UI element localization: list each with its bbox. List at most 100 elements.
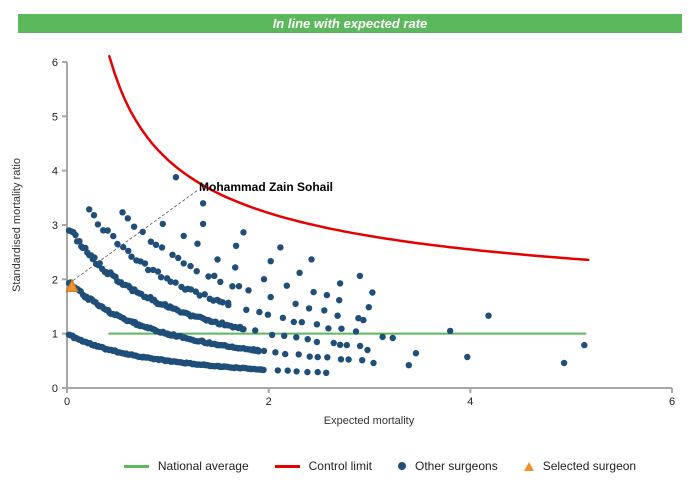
other-surgeon-dot[interactable] (325, 325, 332, 332)
other-surgeon-dot[interactable] (268, 331, 276, 339)
other-surgeon-dot[interactable] (201, 291, 208, 298)
other-surgeon-dot[interactable] (334, 312, 341, 319)
other-surgeon-dot[interactable] (267, 293, 274, 301)
other-surgeon-dot[interactable] (141, 260, 149, 267)
other-surgeon-dot[interactable] (217, 278, 224, 286)
other-surgeon-dot[interactable] (314, 368, 321, 376)
other-surgeon-dot[interactable] (313, 338, 321, 346)
other-surgeon-dot[interactable] (360, 316, 367, 324)
other-surgeon-dot[interactable] (154, 268, 162, 275)
other-surgeon-dot[interactable] (260, 366, 267, 374)
other-surgeon-dot[interactable] (355, 315, 362, 322)
other-surgeon-dot[interactable] (255, 347, 262, 354)
other-surgeon-dot[interactable] (581, 341, 588, 349)
other-surgeon-dot[interactable] (298, 319, 305, 326)
other-surgeon-dot[interactable] (159, 220, 166, 228)
other-surgeon-dot[interactable] (110, 232, 117, 240)
other-surgeon-dot[interactable] (119, 209, 126, 216)
other-surgeon-dot[interactable] (194, 240, 201, 247)
other-surgeon-dot[interactable] (304, 336, 311, 343)
other-surgeon-dot[interactable] (125, 247, 132, 255)
other-surgeon-dot[interactable] (157, 274, 165, 281)
other-surgeon-dot[interactable] (264, 311, 272, 318)
other-surgeon-dot[interactable] (180, 232, 187, 240)
other-surgeon-dot[interactable] (169, 251, 176, 258)
other-surgeon-dot[interactable] (128, 253, 135, 260)
selected-surgeon-marker[interactable] (65, 278, 79, 292)
other-surgeon-dot[interactable] (336, 297, 343, 304)
other-surgeon-dot[interactable] (283, 282, 290, 289)
other-surgeon-dot[interactable] (272, 349, 279, 356)
other-surgeon-dot[interactable] (306, 353, 313, 360)
other-surgeon-dot[interactable] (240, 326, 247, 333)
other-surgeon-dot[interactable] (96, 260, 103, 267)
other-surgeon-dot[interactable] (175, 254, 182, 262)
other-surgeon-dot[interactable] (560, 359, 568, 367)
other-surgeon-dot[interactable] (100, 227, 107, 234)
other-surgeon-dot[interactable] (281, 332, 288, 339)
other-surgeon-dot[interactable] (338, 325, 345, 332)
other-surgeon-dot[interactable] (214, 256, 221, 263)
other-surgeon-dot[interactable] (256, 308, 263, 316)
other-surgeon-dot[interactable] (114, 240, 121, 248)
other-surgeon-dot[interactable] (192, 288, 199, 295)
other-surgeon-dot[interactable] (187, 262, 194, 270)
other-surgeon-dot[interactable] (167, 278, 174, 285)
other-surgeon-dot[interactable] (232, 242, 240, 249)
other-surgeon-dot[interactable] (243, 306, 250, 313)
other-surgeon-dot[interactable] (296, 269, 303, 276)
other-surgeon-dot[interactable] (76, 238, 83, 245)
other-surgeon-dot[interactable] (337, 356, 345, 363)
other-surgeon-dot[interactable] (389, 334, 396, 342)
other-surgeon-dot[interactable] (277, 244, 284, 251)
other-surgeon-dot[interactable] (130, 223, 138, 230)
other-surgeon-dot[interactable] (412, 350, 420, 357)
other-surgeon-dot[interactable] (72, 231, 79, 239)
other-surgeon-dot[interactable] (187, 286, 195, 293)
other-surgeon-dot[interactable] (172, 279, 179, 286)
other-surgeon-dot[interactable] (292, 300, 299, 307)
other-surgeon-dot[interactable] (219, 299, 226, 306)
other-surgeon-dot[interactable] (180, 260, 187, 267)
other-surgeon-dot[interactable] (356, 272, 364, 280)
other-surgeon-dot[interactable] (365, 304, 372, 311)
other-surgeon-dot[interactable] (364, 346, 371, 354)
other-surgeon-dot[interactable] (336, 280, 344, 287)
other-surgeon-dot[interactable] (343, 341, 350, 349)
other-surgeon-dot[interactable] (240, 229, 247, 236)
other-surgeon-dot[interactable] (305, 305, 313, 312)
other-surgeon-dot[interactable] (304, 368, 311, 376)
other-surgeon-dot[interactable] (124, 215, 131, 222)
other-surgeon-dot[interactable] (267, 258, 274, 265)
other-surgeon-dot[interactable] (196, 292, 203, 299)
other-surgeon-dot[interactable] (211, 272, 218, 279)
other-surgeon-dot[interactable] (149, 266, 157, 274)
other-surgeon-dot[interactable] (172, 174, 180, 181)
other-surgeon-dot[interactable] (104, 227, 111, 234)
other-surgeon-dot[interactable] (323, 291, 331, 299)
other-surgeon-dot[interactable] (94, 221, 102, 228)
other-surgeon-dot[interactable] (86, 206, 93, 213)
other-surgeon-dot[interactable] (279, 314, 287, 321)
other-surgeon-dot[interactable] (229, 283, 236, 290)
other-surgeon-dot[interactable] (313, 321, 321, 328)
other-surgeon-dot[interactable] (369, 289, 376, 296)
other-surgeon-dot[interactable] (359, 357, 366, 364)
other-surgeon-dot[interactable] (345, 356, 352, 363)
other-surgeon-dot[interactable] (352, 328, 360, 335)
other-surgeon-dot[interactable] (314, 353, 321, 361)
other-surgeon-dot[interactable] (321, 307, 328, 314)
other-surgeon-dot[interactable] (282, 350, 289, 358)
other-surgeon-dot[interactable] (232, 264, 239, 271)
other-surgeon-dot[interactable] (370, 359, 377, 367)
other-surgeon-dot[interactable] (260, 276, 268, 283)
other-surgeon-dot[interactable] (260, 347, 268, 355)
other-surgeon-dot[interactable] (225, 301, 232, 309)
other-surgeon-dot[interactable] (379, 333, 386, 341)
other-surgeon-dot[interactable] (293, 334, 300, 341)
other-surgeon-dot[interactable] (252, 327, 259, 334)
other-surgeon-dot[interactable] (356, 342, 364, 350)
other-surgeon-dot[interactable] (290, 318, 297, 326)
other-surgeon-dot[interactable] (330, 339, 337, 347)
other-surgeon-dot[interactable] (139, 228, 146, 236)
